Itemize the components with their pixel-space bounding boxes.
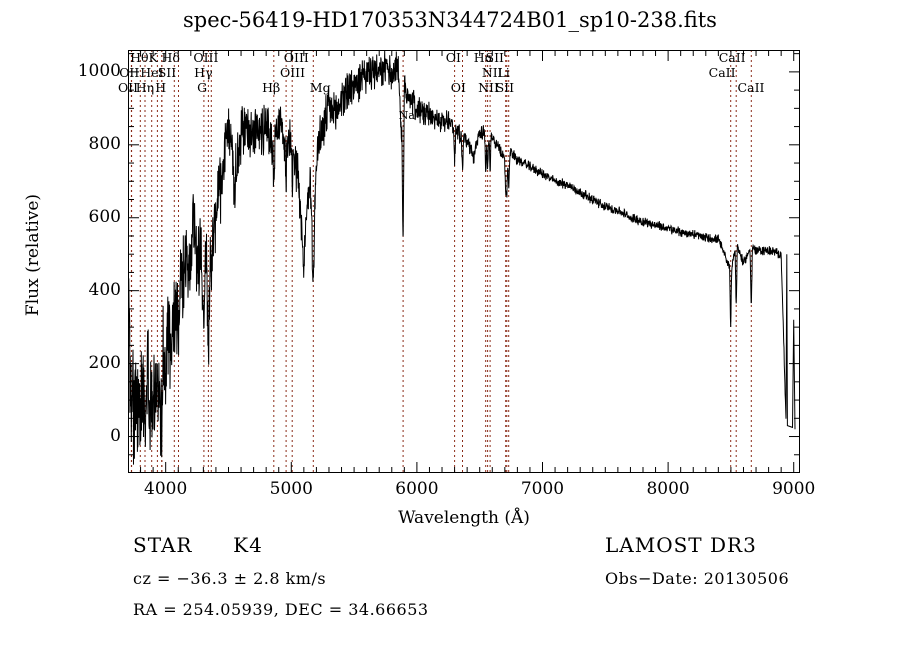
line-markers — [130, 50, 752, 473]
x-tick-label: 8000 — [646, 479, 690, 499]
plot-frame — [128, 50, 800, 473]
spectral-line-label: Hη — [135, 80, 155, 95]
spectral-class: K4 — [233, 533, 263, 557]
spectral-line-label: SII — [495, 80, 515, 95]
spectral-line-label: NII — [481, 65, 503, 80]
x-axis-ticks: 4000 5000 6000 7000 8000 9000 — [128, 479, 815, 505]
coordinates: RA = 254.05939, DEC = 34.66653 — [133, 600, 429, 619]
observation-date: Obs−Date: 20130506 — [605, 569, 790, 588]
spectral-line-label: OIII — [283, 50, 309, 65]
spectral-line-label: CaII — [737, 80, 765, 95]
page-title: spec-56419-HD170353N344724B01_sp10-238.f… — [183, 8, 717, 32]
object-type-and-class: STAR K4 — [133, 533, 429, 557]
y-tick-label: 0 — [110, 425, 121, 446]
spectral-line-label: G — [197, 80, 208, 95]
y-axis-label: Flux (relative) — [23, 193, 43, 317]
spectral-line-label: OIII — [280, 65, 306, 80]
spectral-line-label: Hγ — [194, 65, 213, 80]
object-type: STAR — [133, 533, 193, 557]
spectral-line-label: CaII — [718, 50, 746, 65]
spectral-line-label: Hδ — [161, 50, 180, 65]
y-tick-label: 200 — [88, 352, 121, 373]
spectral-line-label: OII — [119, 65, 140, 80]
spectral-line-label: H — [155, 80, 167, 95]
spectral-line-label: OI — [450, 80, 466, 95]
spectral-line-label: Na — [398, 109, 415, 122]
chart-plot-area: OII OII Hθ Hη K H HeI Hδ SII G Hγ OIII Hβ OIII OIII Mg N… — [118, 50, 800, 473]
metadata-footer: STAR K4 cz = −36.3 ± 2.8 km/s RA = 254.0… — [0, 533, 900, 643]
spectral-line-label: SII — [157, 65, 177, 80]
spectral-line-label: Hθ — [130, 50, 149, 65]
x-tick-label: 6000 — [395, 479, 439, 499]
survey-name: LAMOST DR3 — [605, 533, 757, 557]
y-tick-label: 1000 — [77, 60, 121, 81]
spectral-line-label: Hα — [473, 50, 494, 65]
y-tick-label: 400 — [88, 279, 121, 300]
spectral-line-label: HeI — [140, 65, 164, 80]
spectral-line-label: CaII — [708, 65, 736, 80]
spectral-line-label: Mg — [309, 80, 331, 95]
spectral-line-label: NII — [478, 80, 499, 95]
x-tick-label: 5000 — [269, 479, 313, 499]
spectral-line-label: K — [148, 50, 158, 65]
spectral-line-label: OI — [445, 50, 461, 65]
y-tick-label: 600 — [88, 206, 121, 227]
spectral-line-label: Hβ — [262, 80, 281, 95]
metadata-right: LAMOST DR3 Obs−Date: 20130506 — [605, 533, 789, 588]
x-tick-label: 7000 — [520, 479, 565, 499]
spectrum-svg — [128, 50, 800, 473]
metadata-left: STAR K4 cz = −36.3 ± 2.8 km/s RA = 254.0… — [133, 533, 429, 619]
spectrum-trace — [128, 50, 796, 465]
x-tick-label: 9000 — [772, 479, 816, 499]
y-tick-label: 800 — [88, 133, 121, 154]
y-axis-ticks: 0 200 400 600 800 1000 — [55, 50, 121, 473]
x-tick-label: 4000 — [144, 479, 188, 499]
radial-velocity: cz = −36.3 ± 2.8 km/s — [133, 569, 327, 588]
spectral-line-label: SII — [485, 50, 504, 65]
spectral-line-label: OII — [117, 80, 139, 95]
spectral-line-label: OIII — [193, 50, 219, 65]
spectral-line-label: Li — [497, 65, 510, 80]
x-axis-label: Wavelength (Å) — [398, 508, 530, 528]
